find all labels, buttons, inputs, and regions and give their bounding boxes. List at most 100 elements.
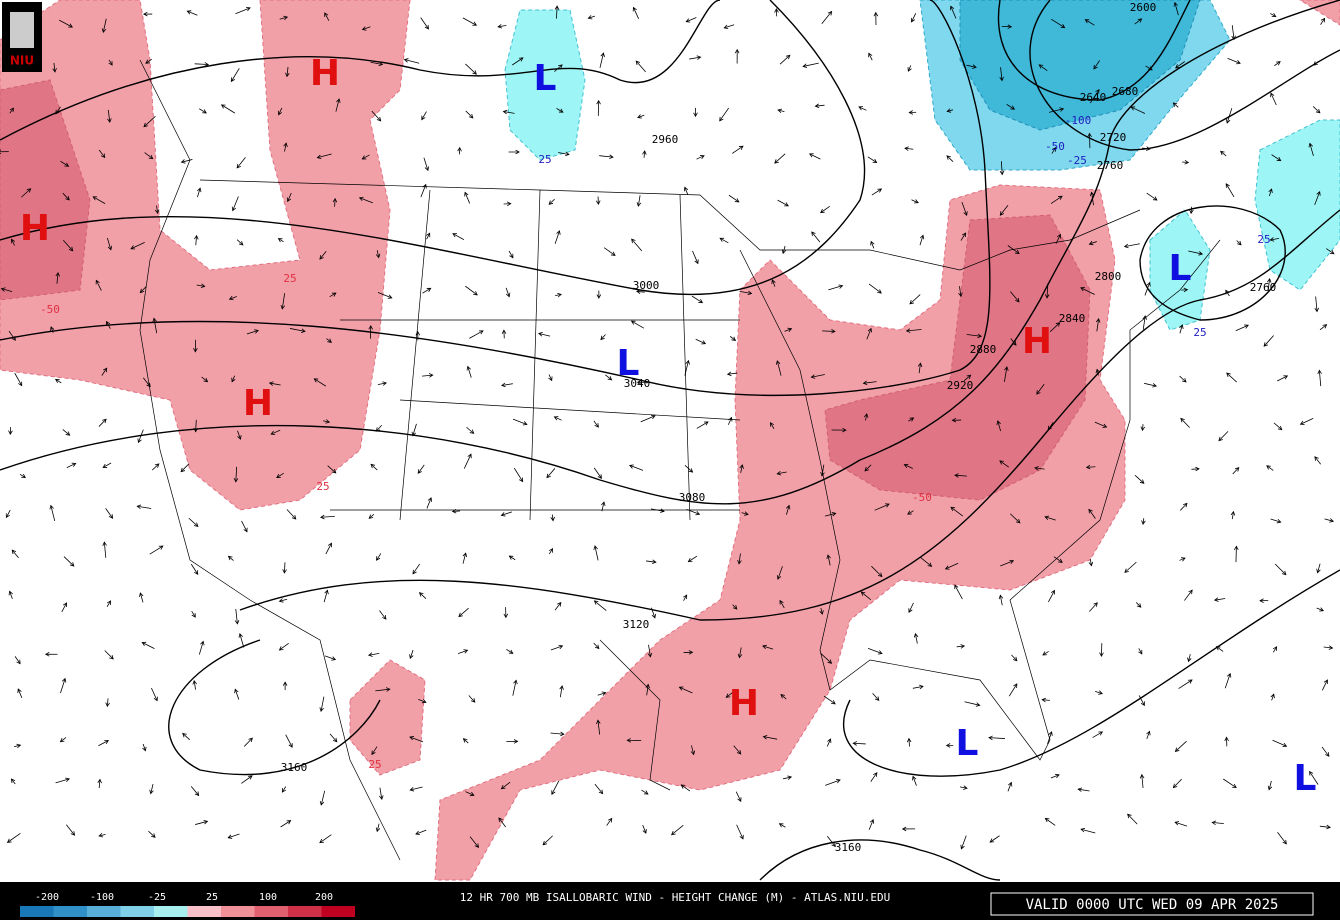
- wind-arrow-head: [998, 594, 1004, 600]
- wind-arrow-shaft: [1321, 679, 1328, 691]
- wind-arrow-head: [557, 601, 562, 607]
- wind-arrow-head: [1095, 368, 1101, 374]
- wind-arrow-head: [278, 598, 284, 603]
- legend-swatch: [254, 906, 288, 917]
- wind-arrow-shaft: [458, 607, 469, 617]
- wind-arrow-shaft: [550, 732, 564, 735]
- wind-arrow-head: [1084, 19, 1090, 24]
- wind-arrow-shaft: [1050, 18, 1065, 28]
- wind-arrow-head: [285, 72, 290, 78]
- wind-arrow-head: [409, 787, 415, 792]
- wind-arrow-head: [501, 329, 507, 334]
- wind-arrow-shaft: [1314, 456, 1321, 465]
- wind-arrow-shaft: [241, 520, 248, 532]
- wind-arrow-shaft: [11, 239, 15, 246]
- wind-arrow-shaft: [198, 641, 204, 655]
- wind-arrow-shaft: [588, 15, 596, 19]
- wind-arrow-shaft: [733, 745, 742, 755]
- wind-arrow-head: [148, 154, 154, 160]
- wind-arrow-head: [1013, 683, 1018, 688]
- wind-arrow-head: [10, 778, 16, 784]
- wind-arrow-head: [107, 118, 112, 123]
- wind-arrow-head: [246, 6, 251, 12]
- wind-arrow-shaft: [102, 462, 112, 468]
- wind-arrow-shaft: [820, 607, 823, 615]
- wind-arrow-head: [1299, 420, 1305, 425]
- wind-arrow-head: [1080, 827, 1086, 833]
- wind-arrow-head: [946, 108, 952, 113]
- wind-arrow-shaft: [868, 819, 874, 830]
- wind-arrow-shaft: [1095, 690, 1103, 694]
- wind-arrow-head: [852, 741, 858, 746]
- legend-swatch: [154, 906, 188, 917]
- wind-arrow-head: [538, 332, 543, 337]
- wind-arrow-head: [143, 122, 148, 128]
- wind-arrow-shaft: [465, 110, 474, 119]
- wind-arrow-shaft: [822, 330, 835, 332]
- wind-arrow-head: [1319, 607, 1325, 612]
- contour-label: 3080: [679, 491, 706, 504]
- wind-arrow-head: [1271, 12, 1277, 17]
- wind-arrow-head: [996, 420, 1001, 425]
- wind-arrow-shaft: [232, 196, 239, 211]
- wind-arrow-shaft: [1184, 589, 1193, 601]
- wind-arrow-shaft: [1000, 67, 1003, 81]
- wind-arrow-shaft: [1174, 2, 1179, 16]
- wind-arrow-head: [424, 24, 429, 30]
- wind-arrow-shaft: [826, 738, 831, 747]
- wind-arrow-head: [1041, 697, 1046, 703]
- wind-arrow-shaft: [555, 293, 562, 297]
- legend-colorbar: [20, 906, 355, 917]
- wind-arrow-shaft: [1326, 248, 1335, 255]
- wind-arrow-head: [975, 702, 981, 707]
- wind-arrow-head: [838, 284, 844, 289]
- wind-arrow-head: [509, 253, 514, 259]
- wind-arrow-shaft: [1277, 831, 1287, 845]
- wind-arrow-head: [595, 200, 601, 205]
- wind-arrow-shaft: [195, 419, 197, 432]
- wind-arrow-head: [368, 652, 373, 657]
- contour-label: 2600: [1130, 1, 1157, 14]
- wind-arrow-head: [811, 231, 816, 236]
- wind-arrow-head: [102, 463, 108, 468]
- wind-arrow-head: [685, 359, 690, 365]
- legend-swatch: [221, 906, 255, 917]
- wind-arrow-head: [234, 688, 239, 694]
- wind-arrow-head: [462, 552, 468, 558]
- wind-arrow-head: [1225, 118, 1231, 124]
- wind-arrow-shaft: [101, 368, 108, 376]
- wind-arrow-head: [743, 511, 749, 516]
- wind-arrow-shaft: [782, 245, 786, 254]
- wind-arrow-shaft: [60, 678, 66, 694]
- wind-arrow-shaft: [918, 363, 921, 374]
- legend-label: -25: [148, 892, 166, 903]
- wind-arrow-head: [26, 188, 32, 193]
- wind-arrow-head: [451, 508, 457, 514]
- wind-arrow-shaft: [422, 287, 431, 294]
- wind-arrow-head: [643, 790, 649, 795]
- wind-arrow-head: [977, 333, 983, 339]
- wind-arrow-head: [827, 738, 832, 744]
- wind-arrow-shaft: [779, 55, 791, 65]
- wind-arrow-head: [912, 775, 917, 781]
- wind-arrow-head: [200, 640, 205, 646]
- wind-arrow-shaft: [1175, 740, 1187, 752]
- wind-arrow-head: [180, 467, 186, 473]
- wind-arrow-head: [327, 338, 332, 343]
- wind-arrow-head: [600, 52, 605, 58]
- wind-arrow-head: [1130, 106, 1136, 111]
- wind-arrow-head: [1015, 518, 1021, 524]
- wind-arrow-head: [678, 686, 684, 691]
- wind-arrow-head: [457, 146, 462, 152]
- wind-arrow-shaft: [966, 64, 977, 68]
- wind-arrow-shaft: [858, 106, 867, 111]
- wind-arrow-head: [607, 817, 613, 823]
- wind-arrow-head: [382, 381, 388, 386]
- wind-arrow-shaft: [874, 503, 890, 511]
- wind-arrow-shaft: [556, 108, 564, 113]
- wind-arrow-head: [152, 317, 157, 323]
- wind-arrow-shaft: [1180, 418, 1190, 428]
- wind-arrow-head: [382, 615, 387, 620]
- wind-arrow-head: [237, 435, 242, 440]
- wind-arrow-head: [1320, 17, 1326, 23]
